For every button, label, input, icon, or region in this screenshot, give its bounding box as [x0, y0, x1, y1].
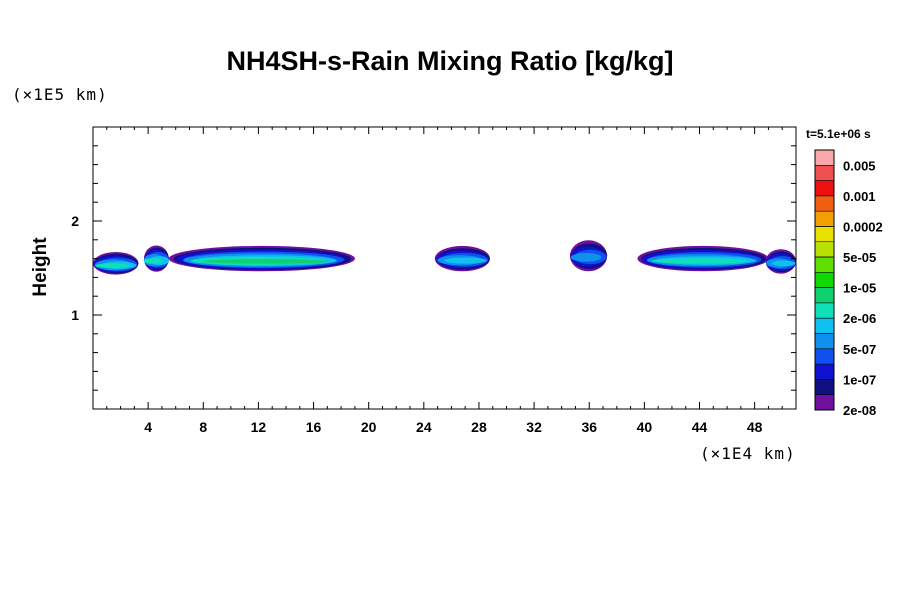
contour-level	[444, 257, 487, 264]
y-tick-label: 2	[71, 213, 79, 229]
rain-blob	[168, 245, 355, 272]
colorbar-swatch	[814, 363, 835, 380]
plot-frame	[92, 126, 797, 410]
colorbar-label: 5e-05	[843, 250, 876, 265]
colorbar-swatch	[814, 195, 835, 212]
x-tick-label: 28	[471, 419, 487, 435]
y-tick-label: 1	[71, 307, 79, 323]
colorbar-label: 0.005	[843, 158, 876, 173]
y-axis-unit: (×1E5 km)	[12, 85, 108, 104]
x-tick-label: 12	[251, 419, 267, 435]
colorbar-label: 0.001	[843, 189, 876, 204]
colorbar-swatch	[814, 348, 835, 365]
x-tick-label: 40	[637, 419, 653, 435]
x-tick-label: 44	[692, 419, 708, 435]
colorbar-swatch	[814, 241, 835, 258]
colorbar-swatch	[814, 180, 835, 197]
colorbar-swatch	[814, 333, 835, 350]
rain-blob	[93, 252, 139, 275]
x-tick-label: 36	[581, 419, 597, 435]
rain-blob	[637, 245, 769, 272]
colorbar-swatch	[814, 287, 835, 304]
colorbar-swatch	[814, 379, 835, 395]
x-tick-label: 48	[747, 419, 763, 435]
contour-level	[651, 258, 748, 264]
colorbar-swatch	[814, 394, 835, 411]
colorbar-swatch	[814, 226, 835, 243]
colorbar-label: 5e-07	[843, 342, 876, 357]
colorbar-label: 1e-05	[843, 281, 876, 296]
colorbar-label: 0.0002	[843, 219, 883, 234]
x-tick-label: 32	[526, 419, 542, 435]
x-tick-label: 4	[144, 419, 152, 435]
x-tick-label: 16	[306, 419, 322, 435]
x-tick-label: 24	[416, 419, 432, 435]
colorbar-label: 1e-07	[843, 372, 876, 387]
contour-level	[772, 260, 796, 267]
rain-blob	[434, 245, 490, 272]
contour-level	[570, 252, 602, 262]
colorbar-swatch	[814, 302, 835, 319]
colorbar-swatch	[814, 256, 835, 273]
x-tick-label: 20	[361, 419, 377, 435]
colorbar-swatch	[814, 272, 835, 288]
rain-blob	[569, 240, 608, 272]
contour-level	[95, 263, 129, 269]
colorbar-swatch	[814, 317, 835, 334]
rain-blob	[765, 249, 796, 274]
chart-title: NH4SH-s-Rain Mixing Ratio [kg/kg]	[226, 46, 674, 76]
contour-level	[143, 258, 162, 264]
x-axis-unit: (×1E4 km)	[700, 444, 796, 463]
x-tick-label: 8	[199, 419, 207, 435]
contour-level	[202, 259, 330, 264]
colorbar-swatch	[814, 210, 835, 227]
colorbar-swatch	[814, 149, 835, 166]
colorbar-label: 2e-06	[843, 311, 876, 326]
colorbar-time-label: t=5.1e+06 s	[806, 127, 871, 141]
colorbar-swatch	[814, 165, 835, 181]
rain-blob	[143, 245, 170, 272]
colorbar-label: 2e-08	[843, 403, 876, 418]
